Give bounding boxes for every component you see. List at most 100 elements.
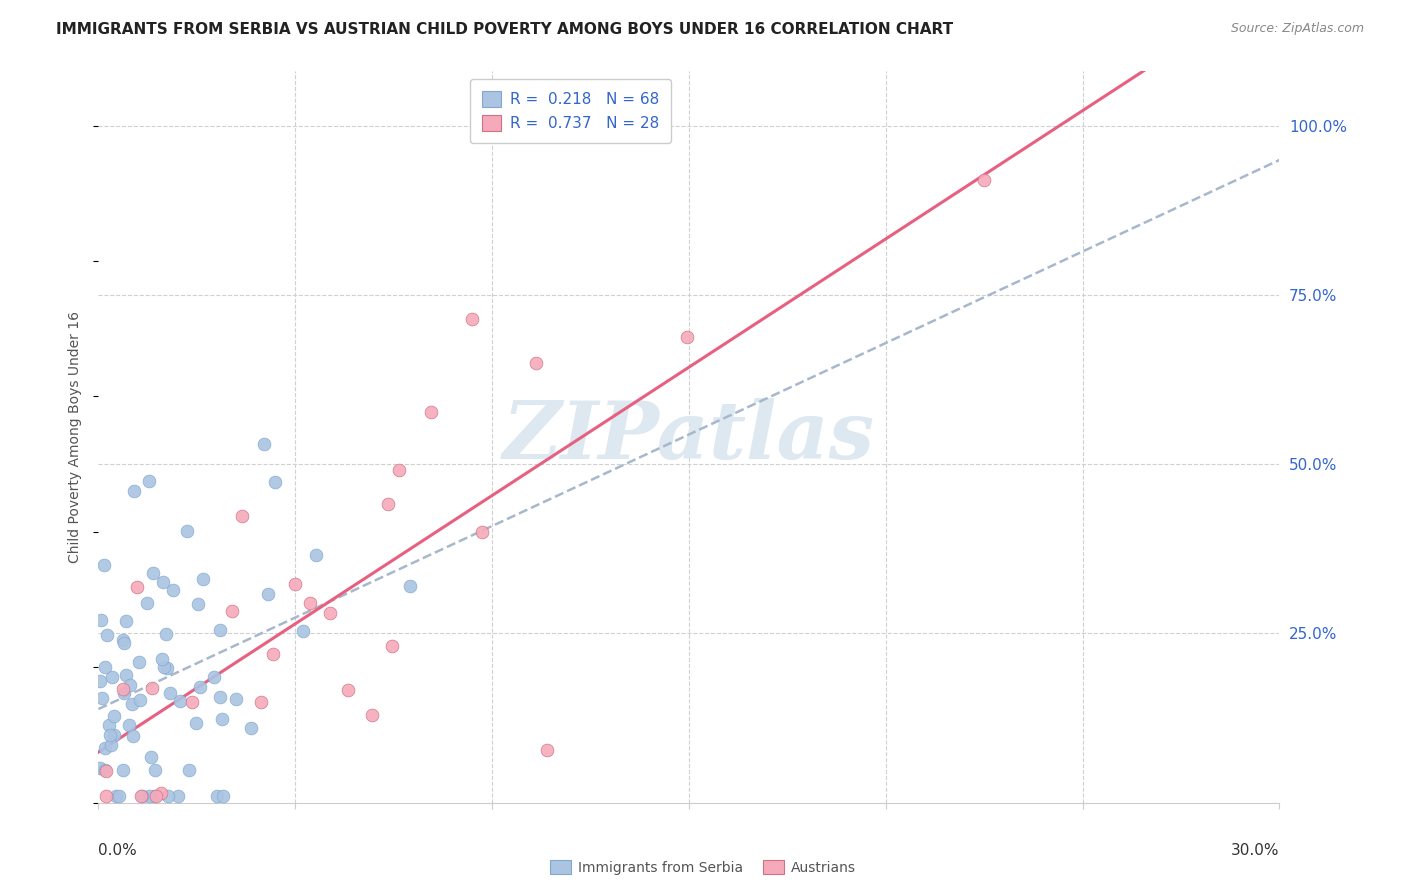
Point — [208, 623, 231, 637]
Point — [240, 721, 263, 735]
Point — [157, 789, 180, 803]
Point — [252, 437, 274, 451]
Point — [191, 572, 214, 586]
Point — [94, 741, 117, 756]
Point — [128, 655, 150, 669]
Point — [111, 763, 134, 777]
Point — [176, 524, 198, 538]
Point — [111, 682, 134, 697]
Point — [292, 624, 315, 639]
Point — [209, 690, 232, 704]
Text: 30.0%: 30.0% — [1232, 843, 1279, 858]
Point — [131, 789, 153, 803]
Point — [112, 633, 135, 648]
Point — [105, 789, 128, 803]
Point — [388, 463, 411, 477]
Point — [150, 652, 173, 666]
Point — [212, 789, 235, 803]
Point — [152, 660, 174, 674]
Point — [118, 677, 141, 691]
Point — [159, 686, 181, 700]
Point — [127, 580, 149, 594]
Point — [138, 789, 160, 803]
Point — [169, 694, 191, 708]
Text: ZIPatlas: ZIPatlas — [503, 399, 875, 475]
Point — [167, 789, 190, 803]
Point — [181, 695, 204, 709]
Point — [177, 763, 200, 777]
Point — [90, 613, 112, 627]
Point — [461, 312, 484, 326]
Point — [377, 497, 399, 511]
Point — [155, 661, 177, 675]
Point — [94, 764, 117, 778]
Point — [89, 761, 111, 775]
Point — [89, 674, 111, 689]
Point — [264, 475, 287, 489]
Point — [152, 575, 174, 590]
Point — [361, 708, 384, 723]
Point — [142, 566, 165, 580]
Point — [103, 728, 125, 742]
Point — [188, 680, 211, 694]
Point — [298, 596, 321, 610]
Point — [129, 789, 152, 803]
Point — [186, 716, 208, 731]
Point — [100, 670, 122, 684]
Point — [211, 712, 233, 726]
Point — [676, 330, 699, 344]
Point — [150, 786, 173, 800]
Point — [112, 636, 135, 650]
Point — [98, 717, 121, 731]
Point — [231, 509, 253, 524]
Point — [103, 709, 125, 723]
Point — [257, 586, 280, 600]
Point — [143, 764, 166, 778]
Point — [381, 639, 404, 653]
Point — [108, 789, 131, 803]
Y-axis label: Child Poverty Among Boys Under 16: Child Poverty Among Boys Under 16 — [69, 311, 83, 563]
Point — [112, 686, 135, 700]
Point — [249, 695, 271, 709]
Point — [524, 356, 547, 370]
Point — [262, 647, 284, 661]
Text: IMMIGRANTS FROM SERBIA VS AUSTRIAN CHILD POVERTY AMONG BOYS UNDER 16 CORRELATION: IMMIGRANTS FROM SERBIA VS AUSTRIAN CHILD… — [56, 22, 953, 37]
Point — [121, 729, 143, 743]
Point — [141, 681, 163, 695]
Point — [319, 606, 342, 620]
Point — [96, 628, 118, 642]
Point — [420, 405, 443, 419]
Point — [114, 615, 136, 629]
Point — [90, 690, 112, 705]
Point — [94, 764, 117, 778]
Point — [128, 693, 150, 707]
Point — [225, 692, 247, 706]
Point — [139, 750, 162, 764]
Point — [136, 596, 159, 610]
Point — [118, 717, 141, 731]
Point — [100, 739, 122, 753]
Point — [142, 789, 165, 803]
Point — [138, 474, 160, 488]
Point — [536, 743, 558, 757]
Point — [202, 670, 225, 684]
Text: Source: ZipAtlas.com: Source: ZipAtlas.com — [1230, 22, 1364, 36]
Point — [94, 789, 117, 803]
Point — [305, 548, 328, 562]
Point — [471, 525, 494, 540]
Point — [284, 577, 307, 591]
Point — [337, 683, 360, 698]
Point — [187, 597, 209, 611]
Point — [115, 668, 138, 682]
Point — [973, 172, 995, 186]
Point — [145, 789, 167, 803]
Legend: Immigrants from Serbia, Austrians: Immigrants from Serbia, Austrians — [544, 855, 862, 880]
Point — [93, 558, 115, 572]
Point — [162, 582, 184, 597]
Point — [122, 484, 145, 499]
Point — [94, 660, 117, 674]
Legend: R =  0.218   N = 68, R =  0.737   N = 28: R = 0.218 N = 68, R = 0.737 N = 28 — [470, 79, 672, 143]
Point — [98, 728, 121, 742]
Point — [155, 627, 177, 641]
Point — [205, 789, 228, 803]
